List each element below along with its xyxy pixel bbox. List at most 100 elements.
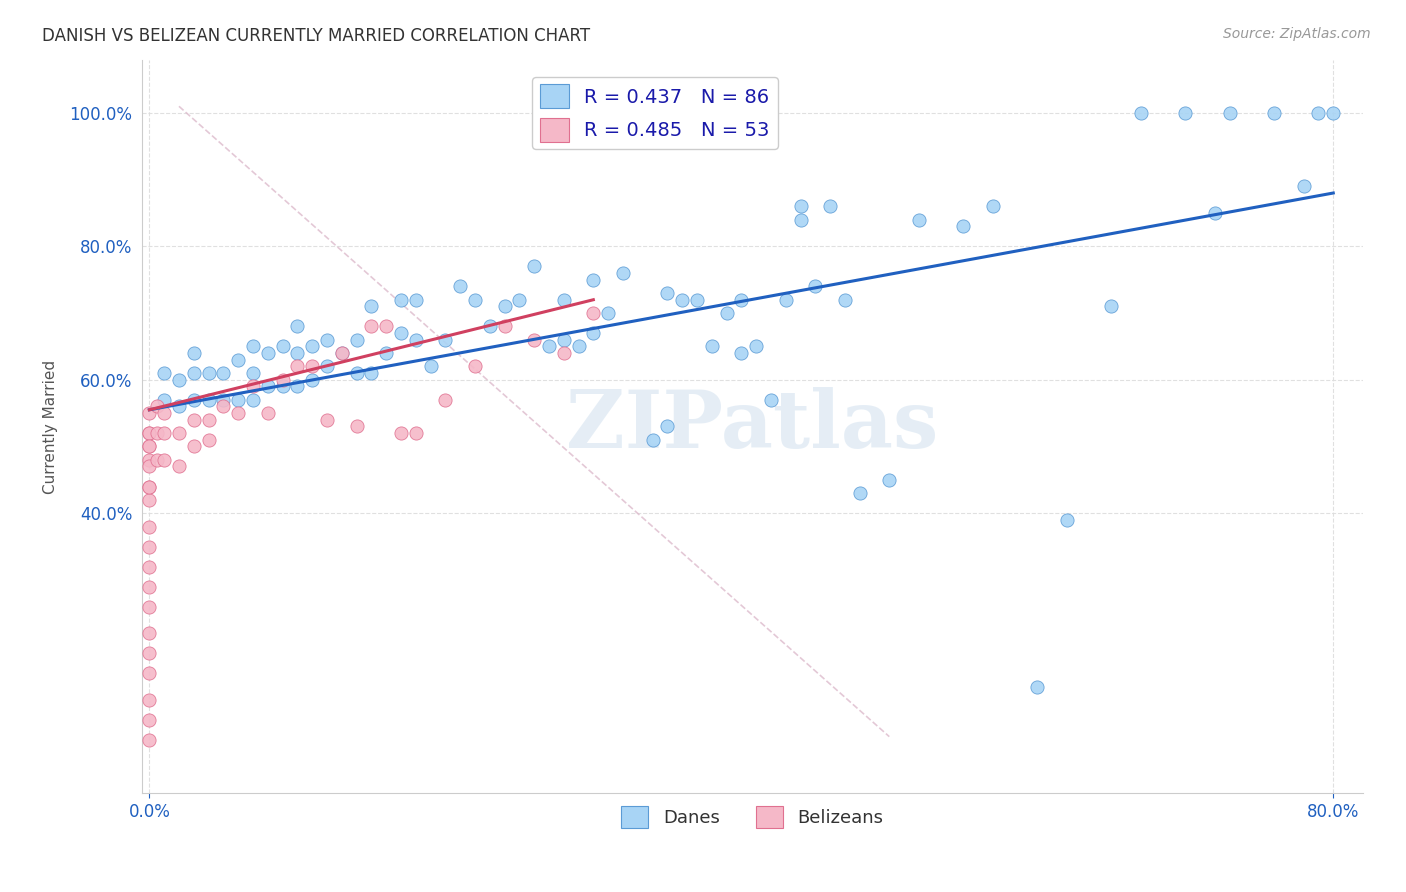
- Point: [1292, 179, 1315, 194]
- Point: [316, 359, 339, 374]
- Point: [153, 426, 176, 441]
- Point: [879, 473, 901, 487]
- Point: [494, 300, 516, 314]
- Text: Source: ZipAtlas.com: Source: ZipAtlas.com: [1223, 27, 1371, 41]
- Point: [316, 413, 339, 427]
- Point: [138, 519, 160, 533]
- Point: [256, 346, 278, 360]
- Text: DANISH VS BELIZEAN CURRENTLY MARRIED CORRELATION CHART: DANISH VS BELIZEAN CURRENTLY MARRIED COR…: [42, 27, 591, 45]
- Point: [138, 440, 160, 454]
- Point: [138, 459, 160, 474]
- Point: [138, 426, 160, 441]
- Point: [138, 559, 160, 574]
- Point: [641, 433, 664, 447]
- Point: [242, 366, 264, 380]
- Point: [138, 479, 160, 493]
- Point: [759, 392, 782, 407]
- Point: [138, 540, 160, 554]
- Point: [138, 580, 160, 594]
- Point: [375, 346, 398, 360]
- Point: [582, 326, 605, 340]
- Point: [197, 392, 219, 407]
- Point: [1204, 206, 1226, 220]
- Point: [478, 319, 501, 334]
- Point: [346, 366, 368, 380]
- Point: [981, 199, 1004, 213]
- Point: [145, 453, 167, 467]
- Point: [494, 319, 516, 334]
- Point: [330, 346, 353, 360]
- Point: [389, 293, 412, 307]
- Point: [138, 666, 160, 681]
- Point: [183, 440, 205, 454]
- Point: [226, 392, 249, 407]
- Point: [167, 426, 190, 441]
- Point: [138, 440, 160, 454]
- Point: [464, 293, 486, 307]
- Point: [360, 319, 382, 334]
- Point: [242, 339, 264, 353]
- Point: [745, 339, 768, 353]
- Point: [256, 406, 278, 420]
- Point: [434, 333, 457, 347]
- Point: [285, 379, 308, 393]
- Point: [212, 392, 235, 407]
- Point: [145, 400, 167, 414]
- Point: [138, 492, 160, 507]
- Point: [138, 453, 160, 467]
- Point: [242, 392, 264, 407]
- Point: [330, 346, 353, 360]
- Point: [138, 693, 160, 707]
- Point: [508, 293, 530, 307]
- Point: [226, 352, 249, 367]
- Point: [271, 379, 294, 393]
- Point: [1099, 300, 1122, 314]
- Point: [346, 419, 368, 434]
- Point: [952, 219, 974, 234]
- Point: [1263, 106, 1285, 120]
- Point: [1026, 680, 1049, 694]
- Point: [553, 333, 575, 347]
- Point: [1308, 106, 1330, 120]
- Point: [523, 333, 546, 347]
- Point: [716, 306, 738, 320]
- Point: [405, 426, 427, 441]
- Point: [138, 713, 160, 727]
- Point: [212, 366, 235, 380]
- Point: [730, 293, 752, 307]
- Point: [271, 339, 294, 353]
- Point: [153, 366, 176, 380]
- Point: [242, 379, 264, 393]
- Point: [183, 413, 205, 427]
- Point: [183, 346, 205, 360]
- Point: [405, 293, 427, 307]
- Point: [256, 379, 278, 393]
- Point: [212, 400, 235, 414]
- Point: [138, 479, 160, 493]
- Point: [153, 453, 176, 467]
- Point: [138, 626, 160, 640]
- Point: [449, 279, 471, 293]
- Point: [582, 273, 605, 287]
- Point: [360, 300, 382, 314]
- Point: [598, 306, 620, 320]
- Point: [908, 212, 931, 227]
- Point: [360, 366, 382, 380]
- Point: [167, 373, 190, 387]
- Point: [818, 199, 841, 213]
- Point: [183, 366, 205, 380]
- Point: [804, 279, 827, 293]
- Point: [1219, 106, 1241, 120]
- Point: [167, 400, 190, 414]
- Point: [464, 359, 486, 374]
- Point: [1174, 106, 1197, 120]
- Point: [1129, 106, 1152, 120]
- Point: [775, 293, 797, 307]
- Point: [153, 406, 176, 420]
- Point: [301, 373, 323, 387]
- Point: [346, 333, 368, 347]
- Point: [138, 426, 160, 441]
- Point: [285, 346, 308, 360]
- Point: [183, 392, 205, 407]
- Point: [848, 486, 870, 500]
